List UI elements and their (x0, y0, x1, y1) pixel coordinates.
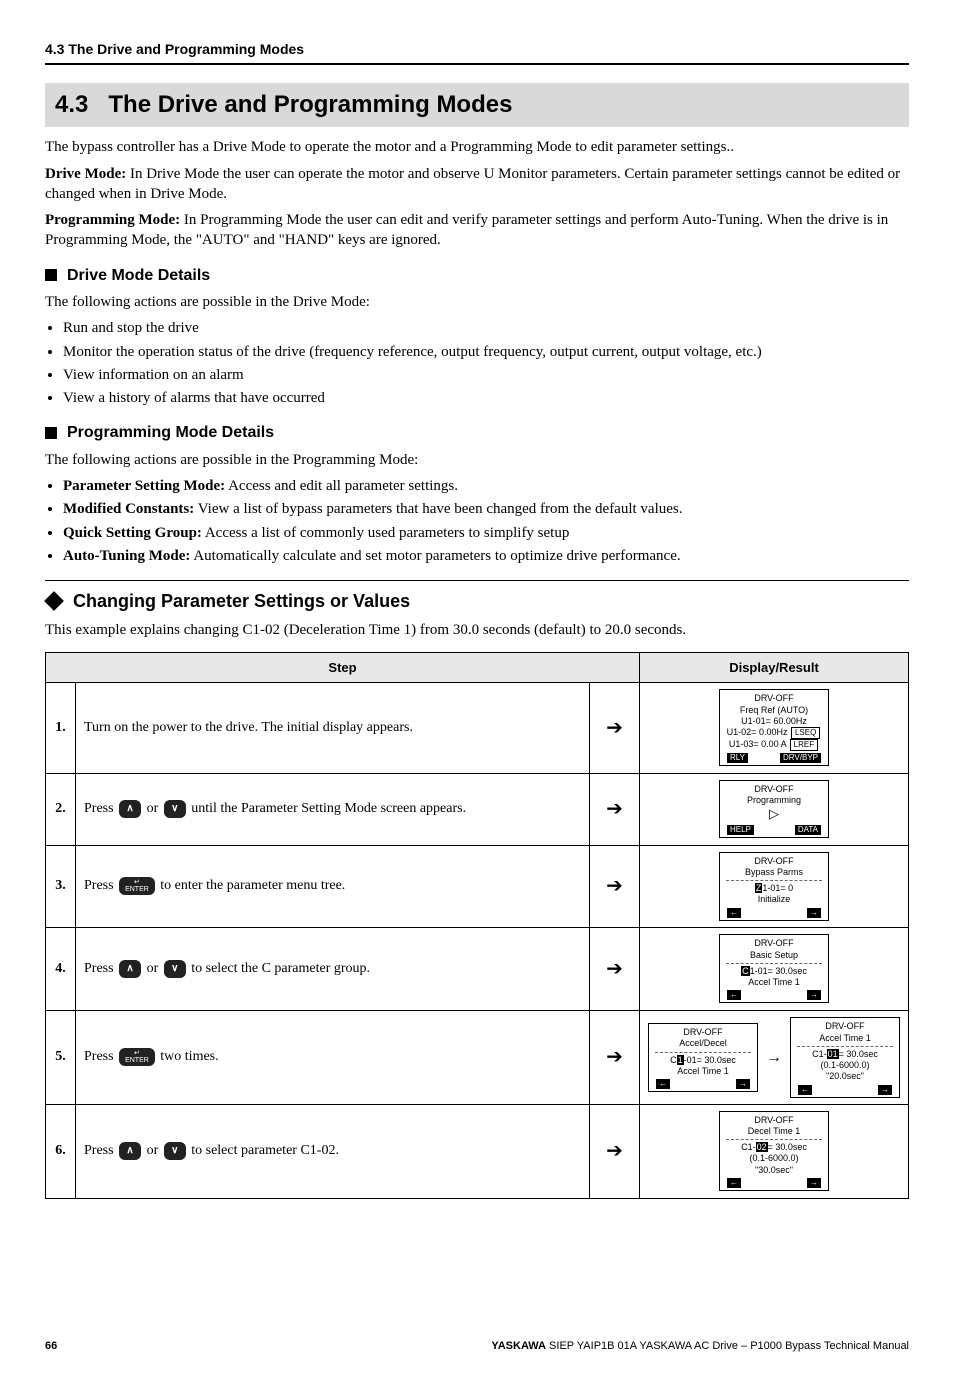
list-item: Parameter Setting Mode: Access and edit … (63, 476, 909, 496)
drive-mode-para: Drive Mode: In Drive Mode the user can o… (45, 164, 909, 205)
arrow-icon: → (766, 1047, 782, 1069)
diamond-bullet-icon (44, 591, 64, 611)
square-bullet-icon (45, 427, 57, 439)
list-item: Modified Constants: View a list of bypas… (63, 499, 909, 519)
table-row: 3.Press to enter the parameter menu tree… (46, 845, 909, 928)
lcd-display: DRV-OFFAccel/DecelC1-01= 30.0secAccel Ti… (648, 1023, 758, 1092)
list-item: Quick Setting Group: Access a list of co… (63, 523, 909, 543)
enter-key-icon (119, 877, 155, 895)
page-footer: 66 YASKAWA SIEP YAIP1B 01A YASKAWA AC Dr… (45, 1339, 909, 1354)
arrow-icon: ➔ (590, 683, 640, 774)
list-item: Monitor the operation status of the driv… (63, 342, 909, 362)
page-number: 66 (45, 1339, 57, 1354)
step-number: 5. (46, 1011, 76, 1104)
section-title-text: The Drive and Programming Modes (108, 91, 512, 118)
display-cell: DRV-OFFFreq Ref (AUTO)U1-01= 60.00HzU1-0… (640, 683, 909, 774)
lcd-display: DRV-OFFBypass ParmsZ1-01= 0Initialize ← … (719, 852, 829, 921)
arrow-icon: ➔ (590, 1104, 640, 1198)
prog-details-lead: The following actions are possible in th… (45, 450, 909, 470)
display-cell: DRV-OFFProgramming▷HELPDATA (640, 773, 909, 845)
down-key-icon (164, 1142, 186, 1160)
list-item: View a history of alarms that have occur… (63, 388, 909, 408)
drive-details-list: Run and stop the drive Monitor the operat… (45, 318, 909, 408)
arrow-icon: ➔ (590, 1011, 640, 1104)
arrow-icon: ➔ (590, 928, 640, 1011)
step-number: 2. (46, 773, 76, 845)
up-key-icon (119, 960, 141, 978)
footer-doc-text: SIEP YAIP1B 01A YASKAWA AC Drive – P1000… (546, 1340, 909, 1352)
step-text: Press two times. (76, 1011, 590, 1104)
drive-mode-body: In Drive Mode the user can operate the m… (45, 166, 900, 202)
table-row: 5.Press two times.➔DRV-OFFAccel/DecelC1-… (46, 1011, 909, 1104)
lcd-display: DRV-OFFBasic SetupC1-01= 30.0secAccel Ti… (719, 934, 829, 1003)
prog-mode-label: Programming Mode: (45, 212, 180, 228)
prog-details-list: Parameter Setting Mode: Access and edit … (45, 476, 909, 566)
changing-heading-text: Changing Parameter Settings or Values (73, 589, 410, 613)
section-number: 4.3 (55, 91, 88, 118)
step-number: 6. (46, 1104, 76, 1198)
list-item: Run and stop the drive (63, 318, 909, 338)
prog-details-heading-text: Programming Mode Details (67, 422, 274, 444)
changing-lead: This example explains changing C1-02 (De… (45, 620, 909, 640)
col-display: Display/Result (640, 652, 909, 683)
step-text: Press to enter the parameter menu tree. (76, 845, 590, 928)
steps-table: Step Display/Result 1.Turn on the power … (45, 652, 909, 1199)
prog-mode-para: Programming Mode: In Programming Mode th… (45, 210, 909, 251)
lcd-display: DRV-OFFFreq Ref (AUTO)U1-01= 60.00HzU1-0… (719, 689, 829, 766)
up-key-icon (119, 1142, 141, 1160)
step-number: 3. (46, 845, 76, 928)
prog-details-heading: Programming Mode Details (45, 422, 909, 444)
down-key-icon (164, 800, 186, 818)
lcd-display: DRV-OFFProgramming▷HELPDATA (719, 780, 829, 838)
up-key-icon (119, 800, 141, 818)
display-cell: DRV-OFFBypass ParmsZ1-01= 0Initialize ← … (640, 845, 909, 928)
drive-details-heading-text: Drive Mode Details (67, 265, 210, 287)
table-row: 1.Turn on the power to the drive. The in… (46, 683, 909, 774)
step-text: Press or to select the C parameter group… (76, 928, 590, 1011)
display-cell: DRV-OFFBasic SetupC1-01= 30.0secAccel Ti… (640, 928, 909, 1011)
drive-details-heading: Drive Mode Details (45, 265, 909, 287)
arrow-icon: ➔ (590, 845, 640, 928)
lcd-display: DRV-OFFAccel Time 1C1-01= 30.0sec(0.1-60… (790, 1017, 900, 1097)
display-cell: DRV-OFFDecel Time 1C1-02= 30.0sec(0.1-60… (640, 1104, 909, 1198)
col-step: Step (46, 652, 640, 683)
footer-doc: YASKAWA SIEP YAIP1B 01A YASKAWA AC Drive… (491, 1339, 909, 1354)
section-title: 4.3 The Drive and Programming Modes (45, 83, 909, 127)
table-row: 6.Press or to select parameter C1-02.➔ DR… (46, 1104, 909, 1198)
step-text: Turn on the power to the drive. The init… (76, 683, 590, 774)
table-row: 4.Press or to select the C parameter gro… (46, 928, 909, 1011)
drive-details-lead: The following actions are possible in th… (45, 292, 909, 312)
list-item: View information on an alarm (63, 365, 909, 385)
step-number: 1. (46, 683, 76, 774)
enter-key-icon (119, 1048, 155, 1066)
table-row: 2.Press or until the Parameter Setting M… (46, 773, 909, 845)
drive-mode-label: Drive Mode: (45, 166, 126, 182)
lcd-display: DRV-OFFDecel Time 1C1-02= 30.0sec(0.1-60… (719, 1111, 829, 1191)
down-key-icon (164, 960, 186, 978)
section-intro: The bypass controller has a Drive Mode t… (45, 137, 909, 157)
step-text: Press or until the Parameter Setting Mod… (76, 773, 590, 845)
display-cell: DRV-OFFAccel/DecelC1-01= 30.0secAccel Ti… (640, 1011, 909, 1104)
step-text: Press or to select parameter C1-02. (76, 1104, 590, 1198)
changing-heading: Changing Parameter Settings or Values (45, 580, 909, 613)
footer-brand: YASKAWA (491, 1340, 546, 1352)
page-header: 4.3 The Drive and Programming Modes (45, 40, 909, 65)
step-number: 4. (46, 928, 76, 1011)
arrow-icon: ➔ (590, 773, 640, 845)
list-item: Auto-Tuning Mode: Automatically calculat… (63, 546, 909, 566)
square-bullet-icon (45, 269, 57, 281)
